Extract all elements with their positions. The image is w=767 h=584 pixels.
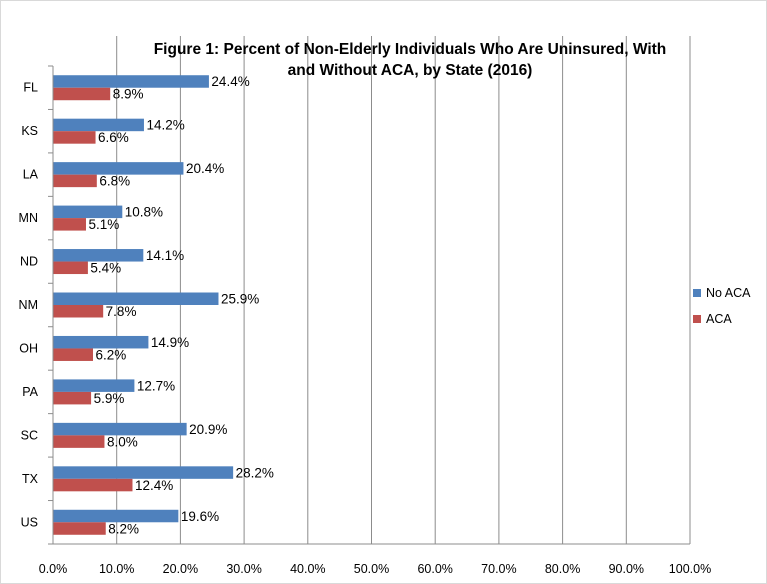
bar-no-aca <box>53 379 135 392</box>
data-label-aca: 8.2% <box>108 521 139 536</box>
category-label: ND <box>20 255 38 269</box>
data-label-aca: 5.9% <box>94 391 125 406</box>
bar-aca <box>53 478 133 492</box>
category-label: TX <box>22 472 39 486</box>
data-label-no-aca: 14.9% <box>151 335 189 350</box>
x-tick-label: 20.0% <box>163 562 198 576</box>
data-label-aca: 5.4% <box>90 261 121 276</box>
bar-aca <box>53 391 92 405</box>
data-label-aca: 5.1% <box>88 217 119 232</box>
data-label-no-aca: 25.9% <box>221 292 259 307</box>
data-label-no-aca: 28.2% <box>236 465 274 480</box>
bar-aca <box>53 218 86 231</box>
bars <box>53 75 234 535</box>
bar-aca <box>53 305 104 318</box>
data-label-no-aca: 12.7% <box>137 378 175 393</box>
data-label-no-aca: 20.4% <box>186 161 224 176</box>
bar-no-aca <box>53 422 187 436</box>
title-line-2: and Without ACA, by State (2016) <box>288 62 533 79</box>
x-tick-label: 90.0% <box>609 562 644 576</box>
x-tick-label: 10.0% <box>99 562 134 576</box>
bar-aca <box>53 174 97 188</box>
data-label-no-aca: 14.2% <box>146 118 184 133</box>
data-label-no-aca: 24.4% <box>211 74 249 89</box>
legend-swatch-no-aca <box>693 289 701 297</box>
x-tick-label: 30.0% <box>226 562 261 576</box>
data-labels: 24.4% 14.2% 20.4% 10.8% 14.1% 25.9% 14.9% 12.7%… <box>88 74 273 536</box>
category-label: PA <box>22 385 38 399</box>
bar-aca <box>53 435 105 448</box>
category-label: SC <box>21 428 38 442</box>
category-label: US <box>21 515 38 529</box>
data-label-aca: 8.0% <box>107 434 138 449</box>
bar-no-aca <box>53 466 234 479</box>
bar-no-aca <box>53 162 184 175</box>
data-label-no-aca: 19.6% <box>181 509 219 524</box>
bar-no-aca <box>53 335 149 349</box>
data-label-aca: 6.6% <box>98 130 129 145</box>
x-tick-label: 80.0% <box>545 562 580 576</box>
bar-no-aca <box>53 118 144 132</box>
category-label: KS <box>21 124 38 138</box>
bar-no-aca <box>53 205 123 219</box>
category-label: NM <box>19 298 38 312</box>
bar-aca <box>53 131 96 144</box>
bar-aca <box>53 348 93 361</box>
legend-swatch-aca <box>693 315 701 323</box>
bar-no-aca <box>53 509 179 523</box>
chart-title: Figure 1: Percent of Non-Elderly Individ… <box>154 41 667 79</box>
bar-no-aca <box>53 75 209 88</box>
data-label-aca: 6.8% <box>99 174 130 189</box>
category-label: LA <box>23 168 39 182</box>
legend-label-no-aca: No ACA <box>706 286 751 300</box>
bar-aca <box>53 522 106 535</box>
data-label-aca: 8.9% <box>113 87 144 102</box>
data-label-no-aca: 10.8% <box>125 205 163 220</box>
category-label: OH <box>19 341 38 355</box>
x-tick-label: 70.0% <box>481 562 516 576</box>
legend-label-aca: ACA <box>706 312 732 326</box>
x-tick-label: 100.0% <box>669 562 711 576</box>
axes: 0.0% 10.0% 20.0% 30.0% 40.0% 50.0% 60.0% 70.0% 8… <box>19 65 711 576</box>
data-label-aca: 6.2% <box>95 347 126 362</box>
bar-no-aca <box>53 249 144 262</box>
x-tick-label: 60.0% <box>417 562 452 576</box>
data-label-aca: 7.8% <box>106 304 137 319</box>
data-label-no-aca: 14.1% <box>146 248 184 263</box>
x-tick-label: 50.0% <box>354 562 389 576</box>
bar-no-aca <box>53 292 219 305</box>
data-label-no-aca: 20.9% <box>189 422 227 437</box>
bar-aca <box>53 87 111 101</box>
title-line-1: Figure 1: Percent of Non-Elderly Individ… <box>154 41 667 58</box>
data-label-aca: 12.4% <box>135 478 173 493</box>
bar-aca <box>53 261 88 275</box>
x-tick-label: 0.0% <box>39 562 68 576</box>
category-label: FL <box>23 81 38 95</box>
category-label: MN <box>19 211 38 225</box>
legend: No ACA ACA <box>693 286 751 326</box>
x-tick-label: 40.0% <box>290 562 325 576</box>
